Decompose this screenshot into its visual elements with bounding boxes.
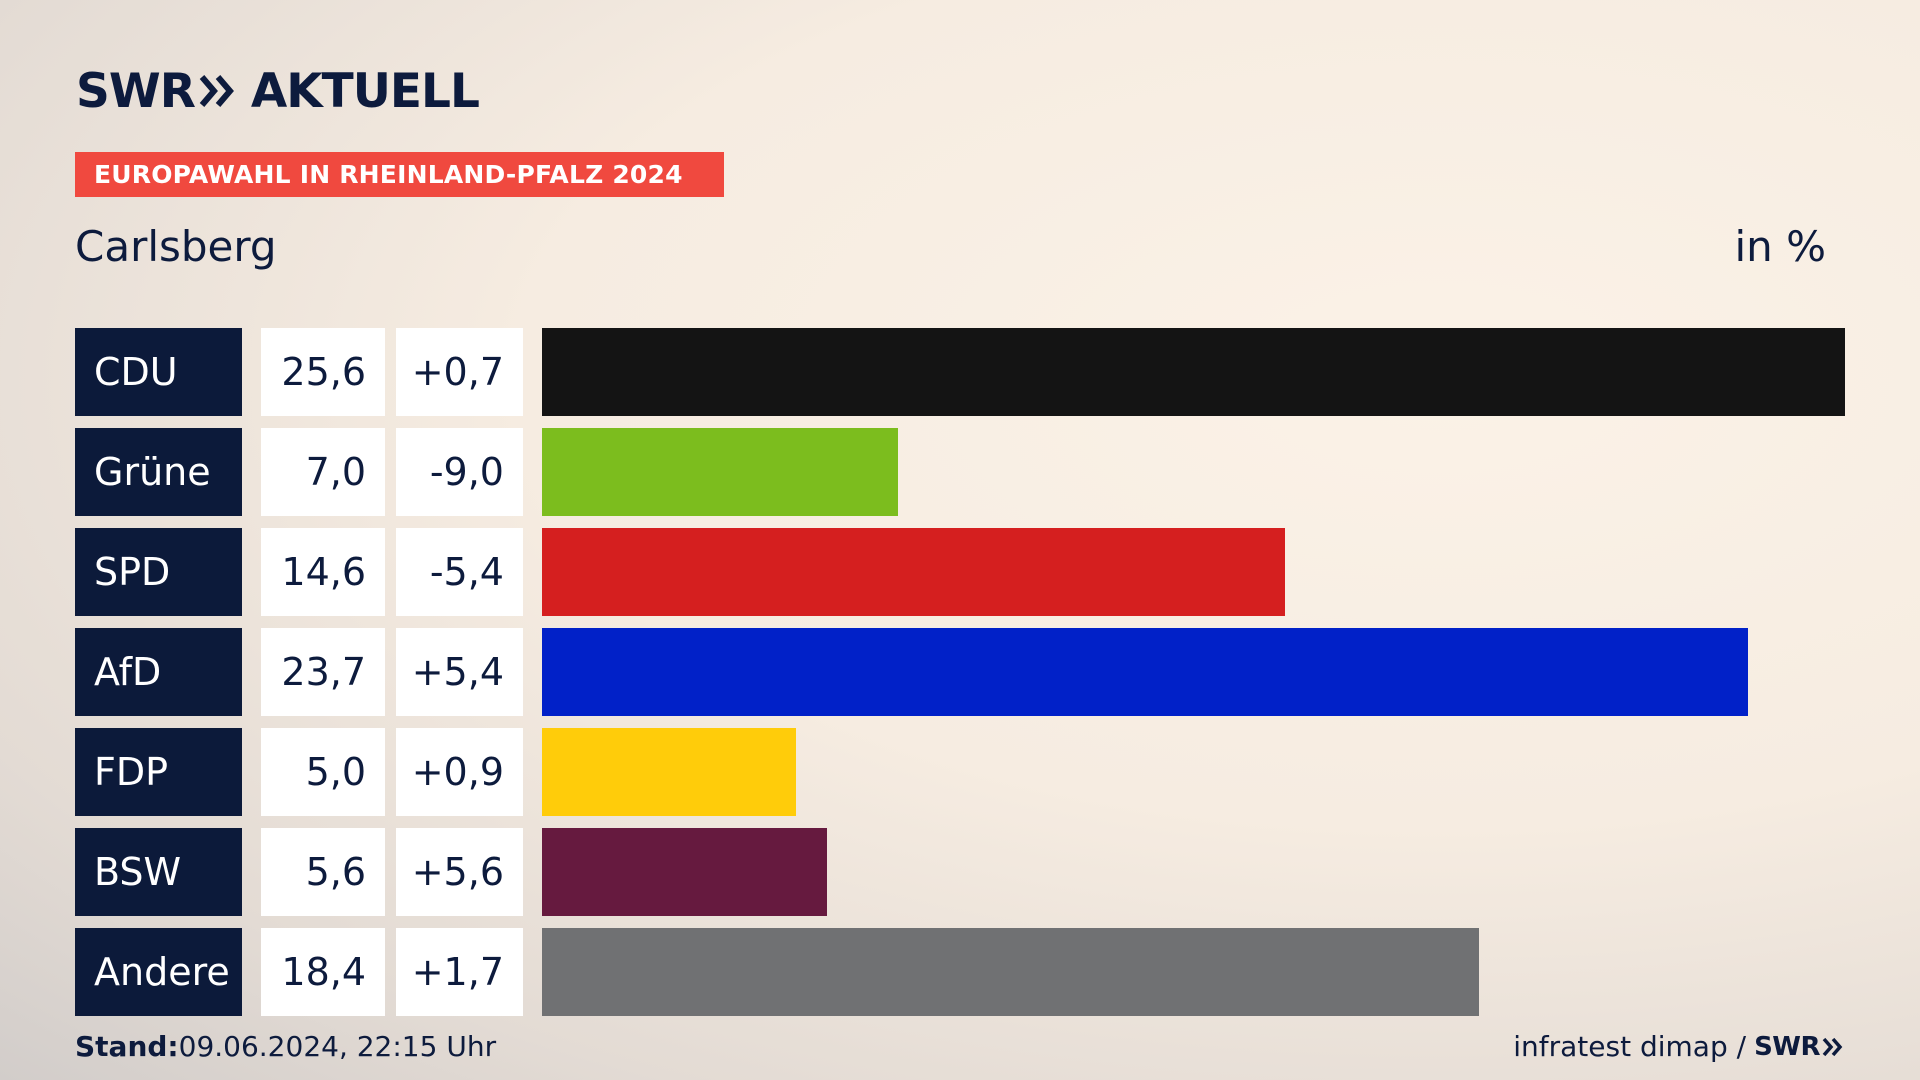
swr-mini-logo: SWR [1754, 1032, 1844, 1062]
unit-label: in % [1734, 222, 1826, 271]
logo-aktuell-text: AKTUELL [250, 63, 480, 119]
share-value: 5,0 [261, 728, 385, 816]
result-bar [542, 528, 1285, 616]
share-value: 14,6 [261, 528, 385, 616]
stand-value: 09.06.2024, 22:15 Uhr [178, 1030, 497, 1063]
result-bar [542, 828, 827, 916]
share-value: 23,7 [261, 628, 385, 716]
party-label: Grüne [75, 428, 242, 516]
election-kicker: EUROPAWAHL IN RHEINLAND-PFALZ 2024 [75, 152, 724, 197]
result-bar [542, 628, 1748, 716]
logo-swr-text: SWR [76, 63, 196, 119]
stand-label: Stand: [75, 1030, 179, 1063]
change-value: -9,0 [396, 428, 523, 516]
party-label: Andere [75, 928, 242, 1016]
double-chevron-right-icon [199, 73, 237, 109]
source-credit: infratest dimap / SWR [1513, 1030, 1844, 1063]
change-value: +5,6 [396, 828, 523, 916]
result-bar [542, 328, 1845, 416]
swr-aktuell-logo: SWR AKTUELL [76, 63, 480, 119]
party-label: BSW [75, 828, 242, 916]
change-value: +0,7 [396, 328, 523, 416]
party-label: SPD [75, 528, 242, 616]
timestamp: Stand:09.06.2024, 22:15 Uhr [75, 1030, 496, 1063]
share-value: 18,4 [261, 928, 385, 1016]
party-label: AfD [75, 628, 242, 716]
result-bar [542, 928, 1479, 1016]
result-bar [542, 428, 898, 516]
double-chevron-right-icon [1822, 1037, 1843, 1056]
share-value: 5,6 [261, 828, 385, 916]
party-label: FDP [75, 728, 242, 816]
change-value: -5,4 [396, 528, 523, 616]
place-title: Carlsberg [75, 222, 277, 271]
party-label: CDU [75, 328, 242, 416]
share-value: 25,6 [261, 328, 385, 416]
swr-mini-logo-text: SWR [1754, 1031, 1820, 1062]
change-value: +0,9 [396, 728, 523, 816]
change-value: +1,7 [396, 928, 523, 1016]
change-value: +5,4 [396, 628, 523, 716]
source-text: infratest dimap / [1513, 1030, 1747, 1063]
share-value: 7,0 [261, 428, 385, 516]
result-bar [542, 728, 796, 816]
